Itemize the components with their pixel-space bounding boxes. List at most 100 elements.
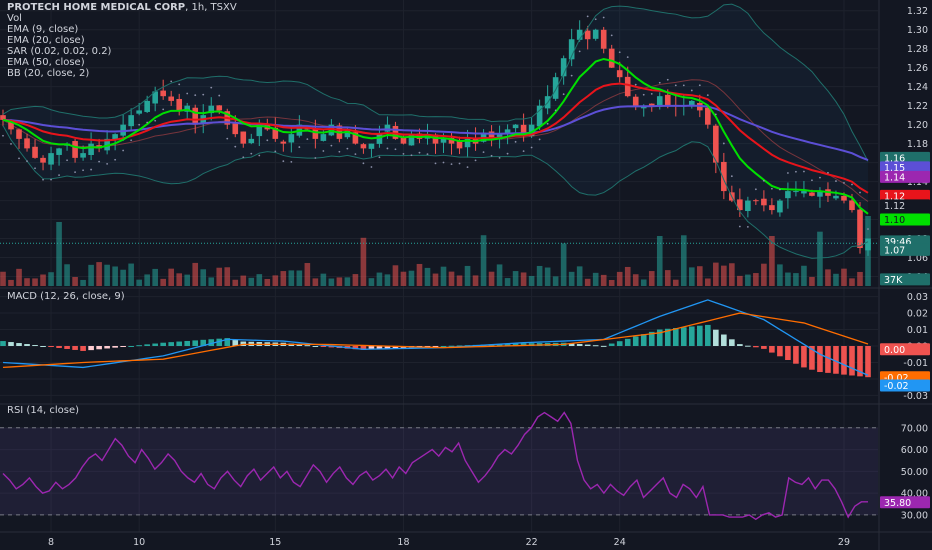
macd-histogram-bar bbox=[32, 345, 38, 347]
volume-bars bbox=[0, 216, 871, 286]
macd-histogram-bar bbox=[72, 346, 78, 350]
sar-dot bbox=[130, 139, 133, 142]
sar-dot bbox=[178, 83, 181, 86]
candle-body bbox=[721, 161, 727, 192]
volume-bar bbox=[224, 267, 231, 286]
volume-bar bbox=[560, 243, 567, 286]
candle-body bbox=[0, 115, 6, 120]
macd-histogram-bar bbox=[136, 345, 142, 347]
volume-bar bbox=[648, 271, 655, 286]
candle-body bbox=[272, 127, 279, 139]
sar-dot bbox=[674, 84, 677, 87]
legend-ema50[interactable]: EMA (50, close) bbox=[7, 57, 85, 68]
volume-bar bbox=[64, 264, 70, 286]
macd-histogram-bar bbox=[737, 344, 743, 346]
candle-body bbox=[536, 105, 543, 127]
volume-bar bbox=[136, 279, 142, 286]
volume-bar bbox=[713, 262, 719, 286]
macd-histogram-bar bbox=[128, 346, 134, 347]
sar-dot bbox=[754, 188, 757, 191]
sar-dot bbox=[570, 74, 573, 77]
candle-body bbox=[312, 129, 319, 139]
time-tick-label: 18 bbox=[397, 537, 409, 548]
sar-dot bbox=[538, 138, 541, 141]
sar-dot bbox=[554, 109, 557, 112]
candle-body bbox=[8, 122, 14, 130]
volume-bar bbox=[600, 274, 607, 286]
candle-body bbox=[568, 39, 575, 60]
sar-dot bbox=[18, 157, 20, 160]
volume-bar bbox=[328, 278, 335, 286]
sar-dot bbox=[811, 179, 813, 182]
volume-bar bbox=[737, 275, 743, 286]
macd-histogram-bar bbox=[216, 338, 223, 346]
sar-dot bbox=[522, 150, 525, 153]
volume-bar bbox=[616, 271, 623, 286]
volume-bar bbox=[32, 278, 38, 286]
legend-sar[interactable]: SAR (0.02, 0.02, 0.2) bbox=[7, 46, 112, 57]
macd-hist-tag-bg bbox=[880, 343, 930, 356]
bb-lower-tag-bg bbox=[880, 199, 930, 212]
sar-dot bbox=[50, 178, 52, 181]
volume-bar bbox=[200, 269, 207, 286]
candle-body bbox=[737, 199, 743, 211]
legend-ema9[interactable]: EMA (9, close) bbox=[7, 24, 79, 35]
candle-body bbox=[512, 124, 519, 129]
ema9-tag-bg bbox=[880, 213, 930, 226]
price-axis[interactable]: 1.321.301.281.261.241.221.201.181.161.14… bbox=[901, 6, 928, 521]
volume-bar bbox=[360, 237, 367, 286]
macd-histogram-bar bbox=[352, 346, 359, 350]
volume-bar bbox=[592, 272, 599, 286]
rsi-tag: 35.80 bbox=[884, 498, 911, 509]
candle-body bbox=[857, 209, 863, 249]
macd-histogram-bar bbox=[320, 346, 327, 347]
sar-dot bbox=[194, 94, 197, 97]
candle-body bbox=[705, 107, 711, 125]
volume-bar bbox=[280, 271, 287, 286]
candle-body bbox=[152, 91, 158, 104]
candle-body bbox=[40, 157, 46, 163]
symbol-title[interactable]: PROTECH HOME MEDICAL CORP, 1h, TSXV bbox=[7, 2, 237, 13]
candle-body bbox=[32, 146, 38, 158]
volume-bar bbox=[544, 267, 551, 286]
sar-dot bbox=[514, 140, 517, 143]
sar-dot bbox=[138, 123, 141, 126]
macd-histogram-bar bbox=[584, 344, 591, 346]
volume-bar bbox=[729, 263, 735, 286]
legend-vol[interactable]: Vol bbox=[7, 13, 22, 24]
ema9-tag: 1.10 bbox=[884, 215, 905, 226]
volume-bar bbox=[833, 273, 839, 286]
rsi-legend[interactable]: RSI (14, close) bbox=[7, 405, 80, 416]
time-axis[interactable]: 8101518222429Jul bbox=[48, 537, 932, 548]
sar-tag: 1.14 bbox=[884, 172, 905, 183]
candle-body bbox=[144, 100, 150, 112]
sar-dot bbox=[714, 113, 717, 116]
sar-dot bbox=[490, 154, 493, 157]
legend-bb[interactable]: BB (20, close, 2) bbox=[7, 68, 90, 79]
candle-body bbox=[176, 98, 183, 111]
volume-bar bbox=[336, 277, 343, 286]
macd-tag-bg bbox=[880, 379, 930, 392]
sar-dot bbox=[626, 56, 629, 59]
macd-legend[interactable]: MACD (12, 26, close, 9) bbox=[7, 291, 125, 302]
bollinger-upper-line bbox=[2, 3, 869, 162]
sar-dot bbox=[394, 148, 397, 151]
sar-dot bbox=[722, 142, 725, 145]
volume-bar bbox=[384, 274, 391, 286]
volume-bar bbox=[793, 273, 799, 286]
candle-body bbox=[592, 29, 599, 39]
volume-bar bbox=[208, 277, 215, 286]
sar-dot bbox=[762, 179, 765, 182]
sar-dot bbox=[170, 80, 173, 83]
volume-bar bbox=[240, 275, 247, 286]
volume-bar bbox=[488, 271, 495, 286]
macd-histogram-bar bbox=[144, 344, 150, 346]
candle-body bbox=[769, 205, 775, 211]
ema20-tag: 1.12 bbox=[884, 191, 905, 202]
sar-dot bbox=[466, 166, 469, 169]
sar-dot bbox=[867, 228, 869, 230]
legend-ema20[interactable]: EMA (20, close) bbox=[7, 35, 85, 46]
sar-dot bbox=[122, 149, 125, 152]
